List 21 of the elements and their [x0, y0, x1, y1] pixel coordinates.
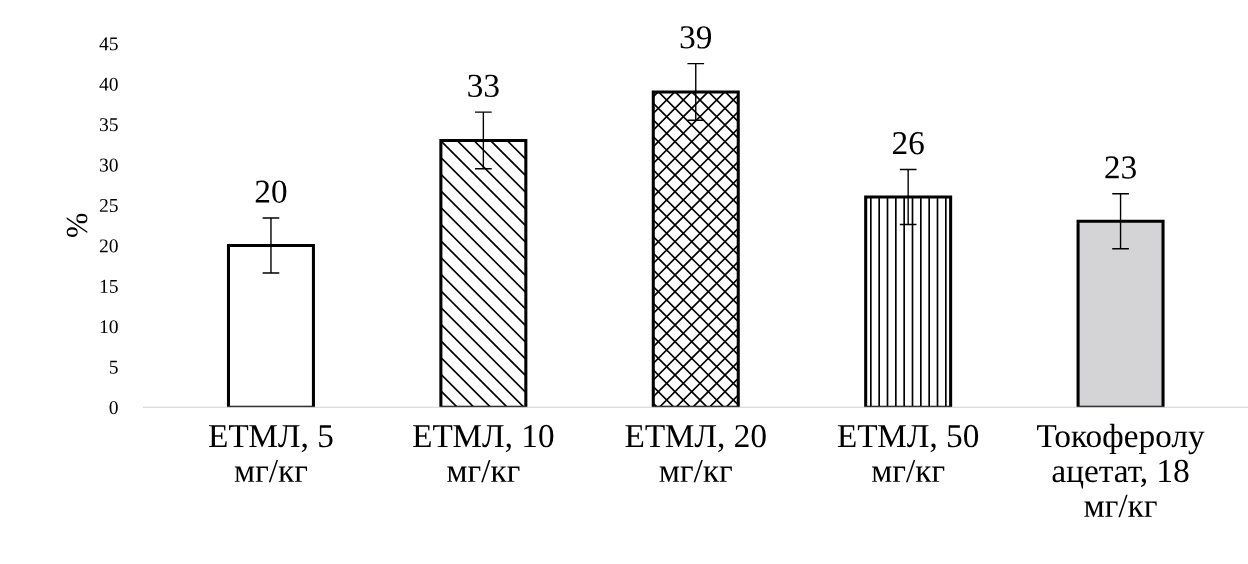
y-tick-label: 5: [109, 360, 118, 374]
y-tick-label: 30: [100, 158, 118, 172]
y-tick-label: 20: [99, 239, 118, 253]
x-tick-label: ЕТМЛ, 50 мг/кг: [837, 424, 979, 483]
y-axis-title: %: [66, 213, 88, 237]
x-tick-label: ЕТМЛ, 5 мг/кг: [209, 425, 333, 483]
data-label: 20: [255, 180, 287, 203]
y-tick-label: 10: [100, 320, 118, 334]
y-tick-label: 35: [100, 118, 118, 132]
x-tick-label: ЕТМЛ, 10 мг/кг: [413, 424, 554, 483]
data-label: 26: [892, 132, 924, 155]
y-tick-label: 25: [99, 198, 118, 213]
data-label: 39: [680, 26, 712, 49]
data-label: 33: [468, 74, 499, 98]
data-label: 23: [1105, 156, 1136, 179]
y-tick-label: 15: [100, 279, 118, 293]
x-tick-label: Токоферолу ацетат, 18 мг/кг: [1037, 423, 1205, 518]
y-tick-label: 45: [99, 37, 118, 51]
x-tick-label: ЕТМЛ, 20 мг/кг: [625, 424, 766, 483]
y-tick-label: 0: [109, 401, 118, 415]
y-tick-label: 40: [99, 77, 118, 91]
